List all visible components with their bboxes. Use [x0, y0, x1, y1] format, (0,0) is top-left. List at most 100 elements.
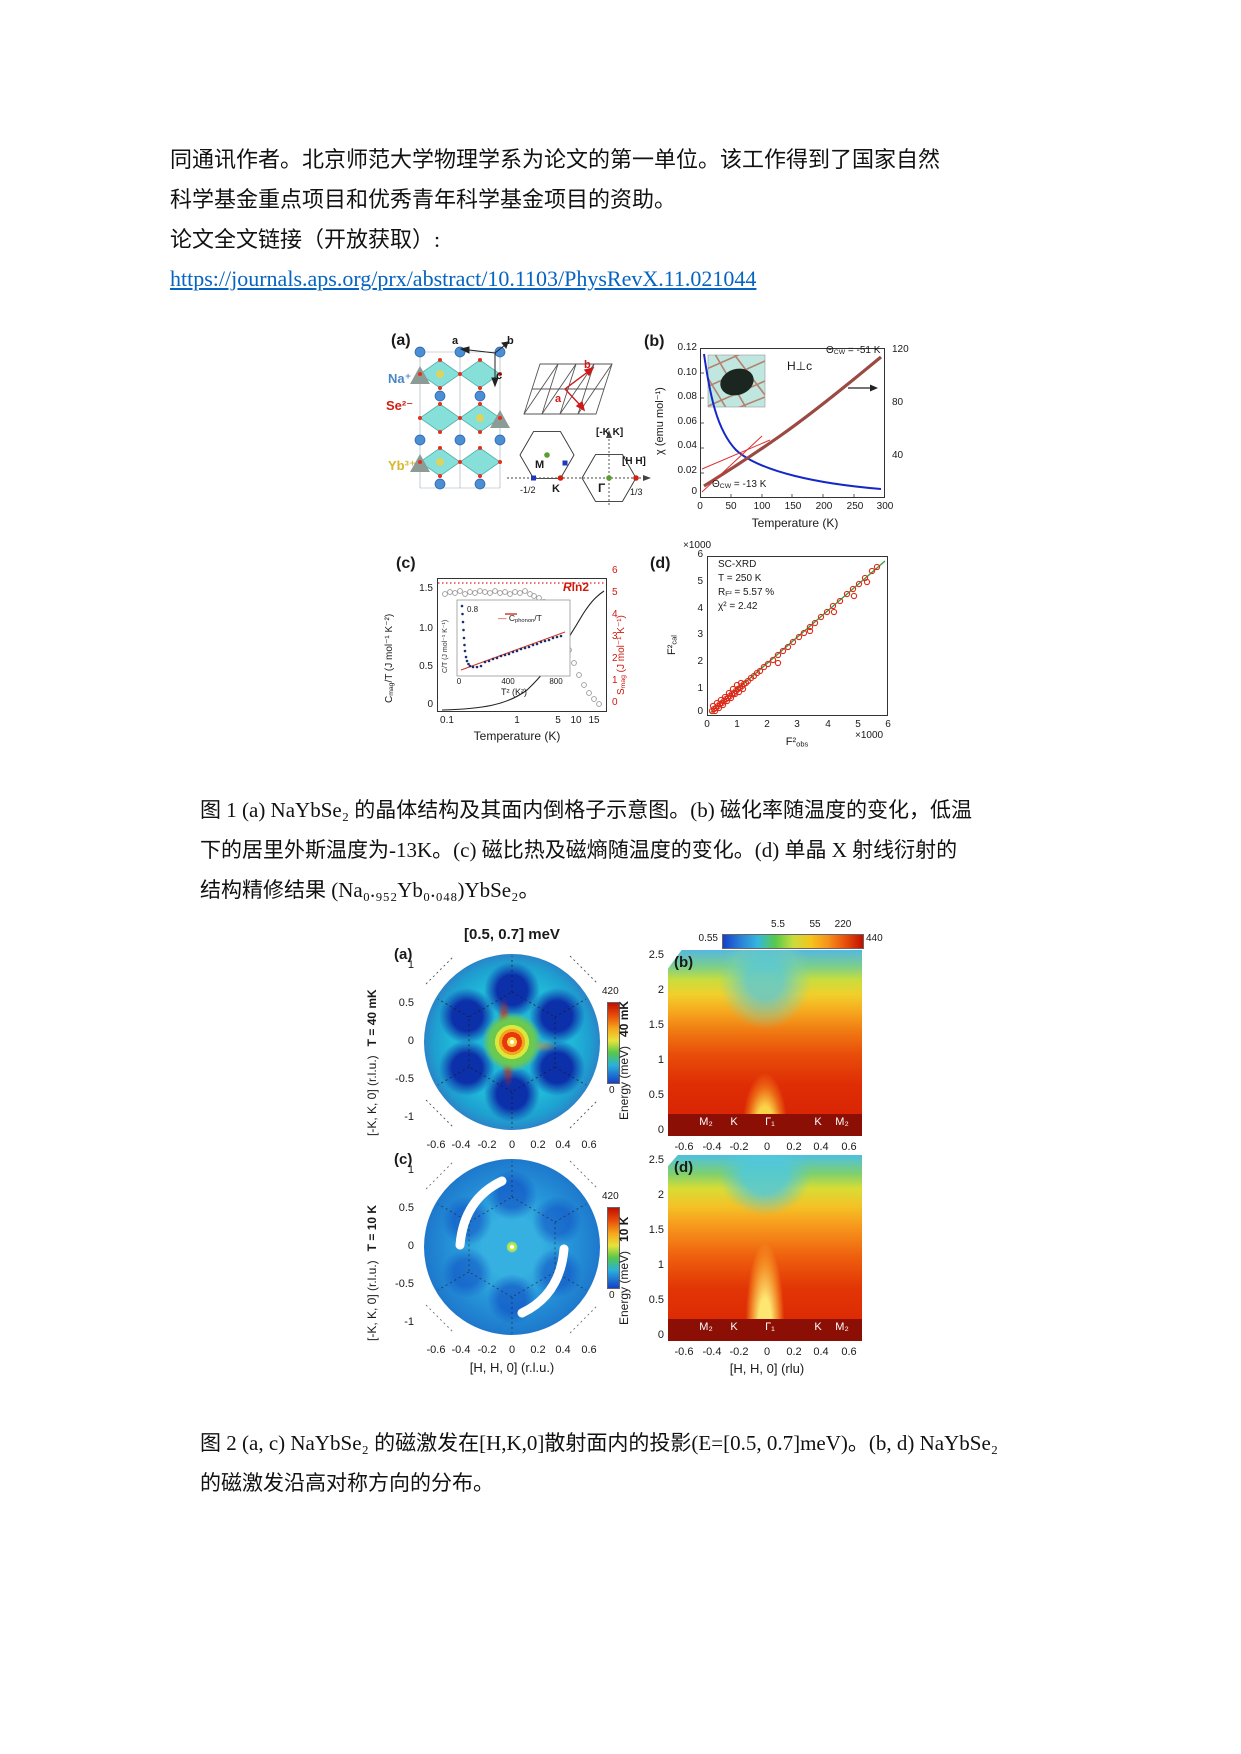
heat-capacity-inset [456, 599, 571, 677]
fig2a-panel-label: (a) [394, 946, 413, 963]
xrd-refinement-plot [707, 556, 888, 716]
bz-grid-overlay [425, 955, 599, 1129]
fig2a-xtick: -0.4 [451, 1139, 471, 1151]
fig2c-xtick: -0.2 [477, 1344, 497, 1356]
fig2c-ytick: -1 [404, 1316, 414, 1328]
fig2a-cbar-max: 420 [602, 986, 619, 997]
fig2d-xtick: -0.4 [702, 1346, 722, 1358]
fig1c-inset-xtick: 400 [501, 677, 515, 686]
fig2b-ytick: 1 [657, 1054, 664, 1066]
susceptibility-plot [700, 348, 885, 498]
fig1d-scale-bottom: ×1000 [855, 730, 884, 741]
fig1c-inset-xlabel: T² (K²) [501, 687, 527, 697]
fig1c-ylabel: Cmag/T (J mol⁻¹ K⁻²) [383, 613, 396, 704]
fig2b-ytick: 0.5 [648, 1089, 664, 1101]
fig1b-xtick: 100 [753, 501, 771, 512]
fig2d-sym-point: Γ₁ [765, 1321, 775, 1333]
fig2a-cbar-min: 0 [609, 1085, 615, 1096]
fig2d-ytick: 0 [657, 1329, 664, 1341]
fig2d-ytick: 2 [657, 1189, 664, 1201]
fig2b-sym-point: Γ₁ [765, 1116, 775, 1128]
fig2b-cbar-tick: 220 [834, 919, 852, 930]
fig1b-field-label: H⊥c [787, 359, 813, 373]
fig1b-xtick: 50 [725, 501, 737, 512]
fig1c-xtick: 5 [555, 715, 561, 726]
fig2b-xtick: -0.6 [674, 1141, 694, 1153]
fig1c-inset-xtick: 800 [549, 677, 563, 686]
fig1b-rtick: 40 [892, 450, 904, 461]
fig2a-xtick: 0.2 [530, 1139, 546, 1151]
fig1d-ytick: 1 [697, 683, 703, 694]
fig1d-xtick: 3 [794, 719, 800, 730]
fig1b-xtick: 250 [846, 501, 864, 512]
fig1c-ytick: 1.0 [419, 623, 433, 634]
fig2b-ytick: 2 [657, 984, 664, 996]
fig2a-ytick: -1 [404, 1111, 414, 1123]
fig1d-ytick: 5 [697, 576, 703, 587]
fig1a-k-label: K [552, 483, 560, 495]
fig1b-xtick: 150 [784, 501, 802, 512]
fig2d-xlabel: [H, H, 0] (rlu) [729, 1361, 805, 1376]
fig1c-rtick: 1 [612, 675, 618, 686]
fig2d-ylabel: Energy (meV)10 K [617, 1216, 631, 1325]
fig2c-xtick: -0.6 [426, 1344, 446, 1356]
fig2a-colorbar [607, 1002, 620, 1084]
fig2d-xtick: 0.4 [813, 1346, 829, 1358]
fig1d-ytick: 4 [697, 603, 703, 614]
fig2c-xlabel: [H, H, 0] (r.l.u.) [469, 1360, 555, 1375]
paper-link[interactable]: https://journals.aps.org/prx/abstract/10… [170, 266, 757, 291]
elastic-line-band [668, 1319, 862, 1341]
fig1a-half-tick: -1/2 [520, 485, 536, 495]
fig1d-ytick: 3 [697, 629, 703, 640]
fig2b-xtick: 0 [763, 1141, 771, 1153]
fig2b-xtick: 0.2 [786, 1141, 802, 1153]
fig2d-sym-point: M₂ [699, 1321, 713, 1333]
fig2a-ytick: 1 [407, 959, 414, 971]
fig1b-xlabel: Temperature (K) [751, 516, 839, 530]
inverse-chi-curve [703, 355, 883, 488]
fig1c-xtick: 0.1 [440, 715, 454, 726]
fig1a-m-label: M [535, 459, 545, 471]
fig1c-inset-xtick: 0 [456, 677, 462, 686]
fig1a-gamma-label: Γ [598, 481, 606, 495]
fig2d-xtick: 0.6 [841, 1346, 857, 1358]
body-line: 同通讯作者。北京师范大学物理学系为论文的第一单位。该工作得到了国家自然 [170, 147, 941, 172]
fig2b-cbar-tick: 440 [866, 933, 883, 944]
fig1b-rtick: 80 [892, 397, 904, 408]
bz-grid-overlay [425, 1160, 599, 1334]
fig2d-panel-label: (d) [674, 1159, 694, 1176]
fig2b-colorbar [722, 934, 864, 949]
fit-line [709, 560, 886, 714]
fig1d-xtick: 5 [855, 719, 861, 730]
fig1b-ytick: 0.06 [677, 416, 697, 427]
fig1b-ytick: 0.02 [677, 465, 697, 476]
fig2b-xtick: -0.4 [702, 1141, 722, 1153]
fig2c-ytick: 1 [407, 1164, 414, 1176]
fig1c-xlabel: Temperature (K) [473, 729, 561, 743]
brillouin-zone-graphic [507, 430, 651, 507]
fig1b-rtick: 120 [892, 344, 909, 355]
fig1b-ytick: 0.04 [677, 440, 697, 451]
fig1d-ann-chi2: χ² = 2.42 [718, 601, 758, 612]
fig1c-inset-ylabel: C/T (J mol⁻¹ K⁻¹) [442, 619, 449, 673]
fig2d-ytick: 2.5 [648, 1154, 664, 1166]
fig2b-xtick: 0.4 [813, 1141, 829, 1153]
fig1b-cw-high: ΘCW = -51 K [826, 345, 881, 357]
fig2a-ytick: 0 [407, 1035, 414, 1047]
fig1b-ytick: 0 [691, 486, 697, 497]
fig2c-ytick: 0 [407, 1240, 414, 1252]
fig1c-rtick: 4 [612, 609, 618, 620]
fig1b-ytick: 0.08 [677, 391, 697, 402]
fig1c-inset-ytick: 0.8 [467, 605, 479, 614]
fig2a-xtick: -0.2 [477, 1139, 497, 1151]
bz-markers [531, 452, 639, 481]
fig2c-panel-label: (c) [394, 1151, 413, 1168]
fig2b-sym-point: K [730, 1116, 738, 1128]
spectrum-map-10k [668, 1155, 862, 1341]
fig1a-third-tick: 1/3 [630, 487, 643, 497]
fig2c-cbar-min: 0 [609, 1290, 615, 1301]
fig1d-ytick: 6 [697, 549, 703, 560]
fig1a-kk-axis-label: [-K K] [596, 427, 624, 438]
fig1c-rtick: 0 [612, 697, 618, 708]
